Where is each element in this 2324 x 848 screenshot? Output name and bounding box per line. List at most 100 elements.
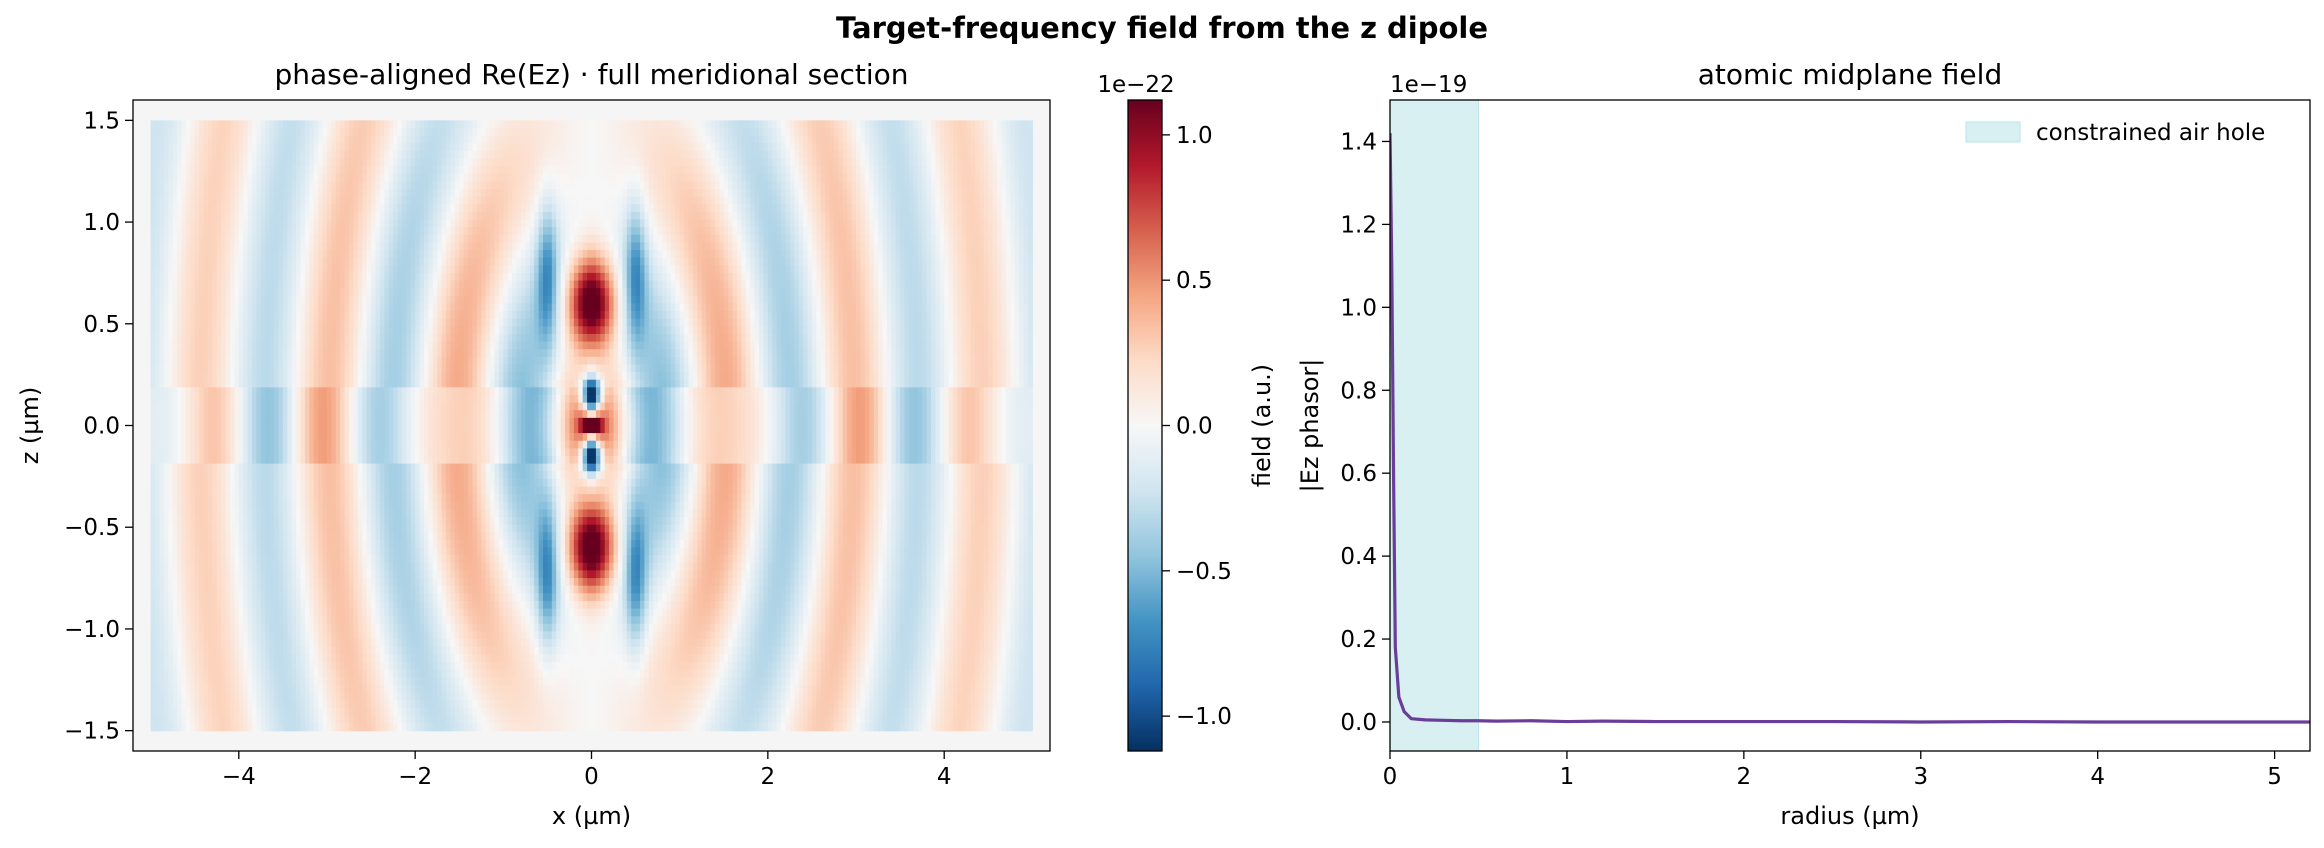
heatmap-cell [309,227,315,236]
heatmap-cell [873,189,879,198]
heatmap-cell [172,135,178,144]
heatmap-cell [481,272,487,282]
heatmap-cell [600,196,606,205]
heatmap-cell [304,189,310,198]
heatmap-cell [265,211,271,221]
heatmap-cell [957,242,963,251]
heatmap-cell [155,211,161,221]
heatmap-cell [794,181,800,190]
heatmap-cell [794,257,800,266]
heatmap-cell [648,303,654,312]
heatmap-cell [631,303,637,312]
heatmap-cell [296,196,302,205]
heatmap-cell [556,265,562,274]
heatmap-cell [631,204,637,213]
heatmap-cell [670,303,676,312]
heatmap-cell [869,219,875,228]
heatmap-cell [1010,257,1016,266]
heatmap-cell [207,265,213,274]
heatmap-cell [595,181,601,190]
heatmap-cell [252,181,258,190]
heatmap-cell [415,257,421,266]
heatmap-cell [816,166,822,175]
heatmap-cell [829,242,835,251]
heatmap-cell [393,219,399,228]
heatmap-cell [944,166,950,175]
heatmap-cell [322,120,328,129]
heatmap-cell [441,295,447,305]
heatmap-cell [212,295,218,305]
heatmap-cell [203,265,209,274]
heatmap-cell [684,211,690,221]
heatmap-cell [640,181,646,190]
heatmap-cell [454,303,460,312]
heatmap-cell [362,211,368,221]
heatmap-cell [988,158,994,167]
heatmap-cell [260,280,266,289]
heatmap-cell [944,158,950,167]
heatmap-cell [732,120,738,129]
heatmap-cell [670,204,676,213]
heatmap-cell [794,150,800,160]
heatmap-cell [538,265,544,274]
heatmap-cell [322,265,328,274]
heatmap-cell [322,234,328,244]
heatmap-cell [869,189,875,198]
heatmap-cell [851,196,857,205]
heatmap-cell [692,143,698,152]
heatmap-cell [428,219,434,228]
heatmap-cell [534,143,540,152]
heatmap-cell [269,204,275,213]
heatmap-cell [406,280,412,289]
heatmap-cell [886,234,892,244]
heatmap-cell [908,280,914,289]
heatmap-cell [1010,265,1016,274]
heatmap-cell [551,257,557,266]
heatmap-cell [644,257,650,266]
heatmap-cell [878,158,884,167]
heatmap-cell [1019,196,1025,205]
heatmap-cell [265,135,271,144]
heatmap-cell [781,303,787,312]
heatmap-cell [476,257,482,266]
heatmap-cell [432,120,438,129]
heatmap-cell [622,127,628,137]
heatmap-cell [745,166,751,175]
heatmap-cell [825,295,831,305]
heatmap-cell [979,265,985,274]
heatmap-cell [304,120,310,129]
heatmap-cell [613,288,619,297]
heatmap-cell [944,250,950,259]
heatmap-cell [913,173,919,182]
heatmap-cell [908,234,914,244]
heatmap-cell [538,272,544,282]
heatmap-cell [666,242,672,251]
heatmap-cell [983,196,989,205]
heatmap-cell [274,219,280,228]
heatmap-cell [679,211,685,221]
heatmap-cell [957,204,963,213]
heatmap-cell [617,196,623,205]
heatmap-cell [238,150,244,160]
heatmap-cell [446,227,452,236]
heatmap-cell [401,196,407,205]
heatmap-cell [587,242,593,251]
heatmap-cell [494,196,500,205]
heatmap-cell [252,158,258,167]
heatmap-cell [772,242,778,251]
heatmap-cell [860,242,866,251]
heatmap-cell [503,250,509,259]
heatmap-cell [498,135,504,144]
heatmap-cell [388,196,394,205]
heatmap-cell [873,120,879,129]
heatmap-cell [922,120,928,129]
heatmap-cell [675,127,681,137]
heatmap-cell [970,280,976,289]
heatmap-cell [256,173,262,182]
heatmap-cell [357,272,363,282]
heatmap-cell [243,204,249,213]
heatmap-cell [736,189,742,198]
heatmap-cell [260,227,266,236]
heatmap-cell [935,234,941,244]
heatmap-cell [335,211,341,221]
